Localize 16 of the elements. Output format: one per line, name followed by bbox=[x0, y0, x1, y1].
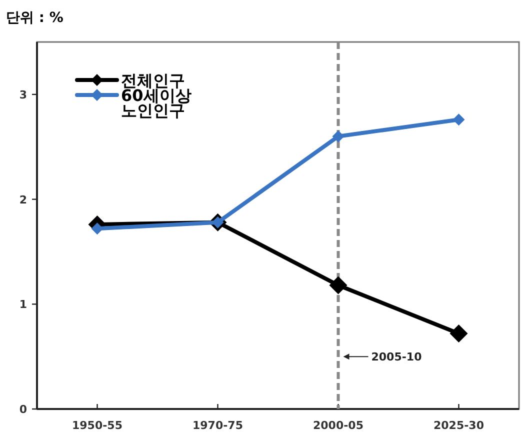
y-tick-label: 0 bbox=[19, 403, 28, 416]
point bbox=[450, 324, 468, 343]
y-tick-label: 2 bbox=[19, 193, 27, 206]
x-tick-label: 2025-30 bbox=[434, 419, 484, 432]
y-tick-label: 1 bbox=[19, 298, 27, 312]
y-tick-label: 3 bbox=[19, 88, 27, 102]
x-tick-label: 1970-75 bbox=[192, 419, 243, 432]
x-tick-label: 1950-55 bbox=[72, 419, 122, 432]
point bbox=[91, 222, 104, 235]
point bbox=[452, 114, 465, 126]
legend-label: 전체인구 bbox=[121, 71, 185, 90]
ref-line-label: 2005-10 bbox=[371, 350, 422, 364]
chart-title: 단위 : % bbox=[6, 10, 64, 26]
x-tick-label: 2000-05 bbox=[313, 419, 364, 432]
point bbox=[329, 276, 348, 294]
point bbox=[332, 130, 344, 142]
